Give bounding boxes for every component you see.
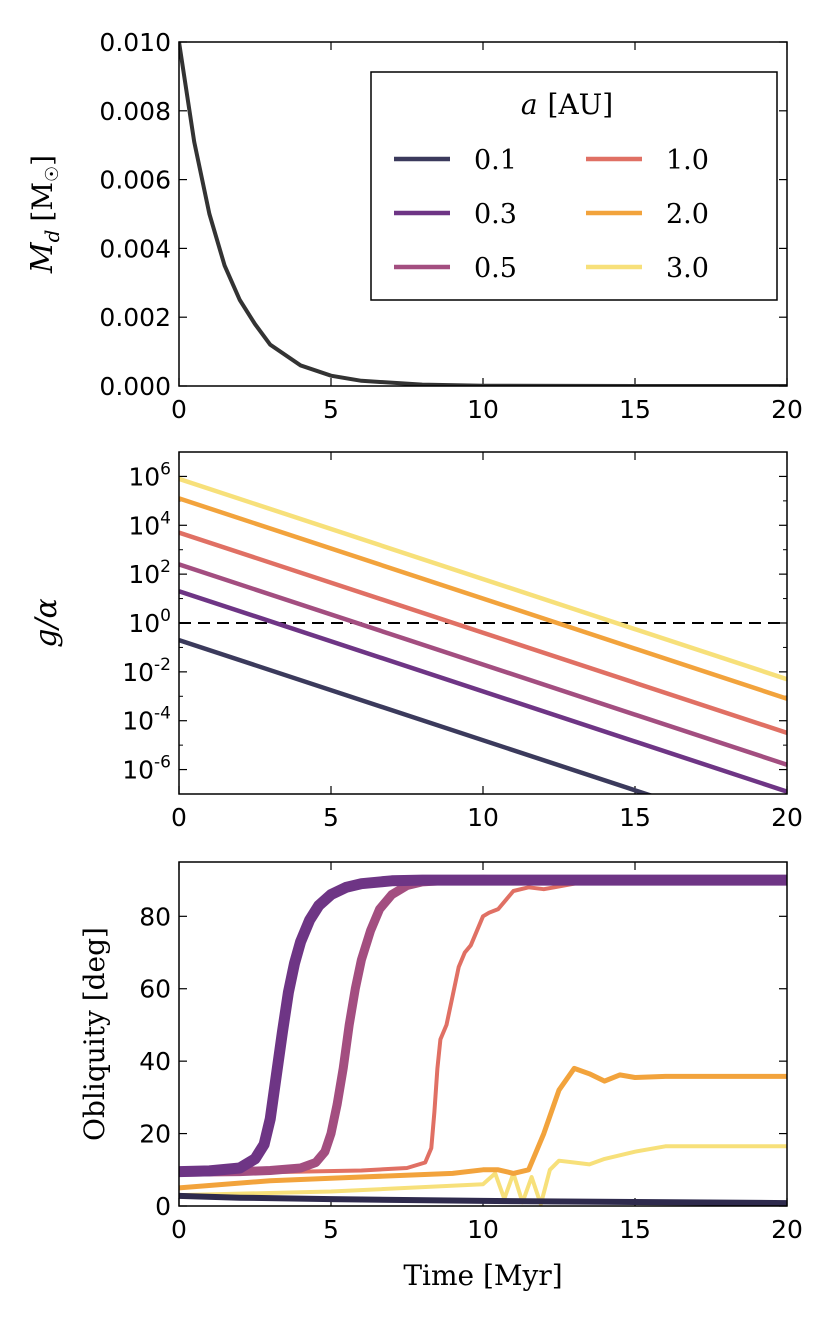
x-tick-label: 0	[171, 1215, 187, 1244]
y-tick-label: 40	[139, 1047, 171, 1076]
x-tick-label: 20	[771, 803, 803, 832]
legend-title: a [AU]	[521, 88, 613, 121]
x-tick-label: 5	[323, 803, 339, 832]
y-tick-label: 10-4	[122, 704, 171, 736]
y-tick-label: 0.004	[99, 234, 171, 263]
x-tick-label: 15	[619, 395, 651, 424]
series-line-a-2-0	[179, 496, 787, 701]
y-tick-exp: -2	[154, 655, 171, 675]
legend-box	[370, 71, 778, 301]
y-tick-base: 10	[128, 609, 160, 638]
y-tick-exp: 6	[160, 459, 171, 479]
x-tick-label: 20	[771, 395, 803, 424]
y-tick-base: 10	[122, 756, 154, 785]
y-tick-label: 0.006	[99, 166, 171, 195]
x-tick-label: 5	[323, 395, 339, 424]
series-line-a-1-0	[179, 530, 787, 736]
series-line-a-0-1	[179, 1192, 787, 1206]
y-tick-label: 0.010	[99, 28, 171, 57]
panel-obliquity: 0 20 40 60 80 0 5 10 15 20 Obliquity [deg] Time [My…	[78, 861, 803, 1292]
y-tick-label: 104	[128, 508, 171, 540]
legend: a [AU] 0.1 0.3 0.5 1.0 2.0 3.0	[370, 71, 778, 301]
y-tick-label: 102	[128, 557, 171, 589]
y-tick-label: 20	[139, 1120, 171, 1149]
y-axis-label: Obliquity [deg]	[78, 927, 111, 1141]
y-label-unit-sub: ☉	[42, 166, 63, 182]
y-label-unit: [M	[26, 182, 59, 222]
x-tick-label: 10	[467, 803, 499, 832]
y-label-unit-close: ]	[26, 155, 59, 166]
y-tick-base: 10	[128, 560, 160, 589]
axes-frame	[178, 861, 788, 1207]
legend-label: 3.0	[666, 253, 709, 284]
x-tick-label: 0	[171, 395, 187, 424]
y-tick-base: 10	[122, 658, 154, 687]
x-axis-label: Time [Myr]	[403, 1259, 562, 1292]
x-tick-label: 15	[619, 1215, 651, 1244]
legend-title-unit: [AU]	[548, 88, 614, 121]
legend-title-symbol: a	[521, 88, 538, 121]
y-axis-label: g/α	[29, 598, 64, 648]
y-tick-exp: 2	[160, 557, 171, 577]
y-tick-label: 80	[139, 902, 171, 931]
y-tick-exp: 4	[160, 508, 171, 528]
x-tick-label: 5	[323, 1215, 339, 1244]
y-tick-exp: 0	[160, 606, 171, 626]
panel-disk-mass: 0.000 0.002 0.004 0.006 0.008 0.010 0 5 10 15 20 Md…	[25, 28, 803, 424]
y-tick-base: 10	[128, 511, 160, 540]
y-tick-label: 10-2	[122, 655, 171, 687]
y-tick-base: 10	[128, 462, 160, 491]
axes-frame	[178, 451, 788, 795]
legend-label: 2.0	[666, 199, 709, 230]
series-line-a-3-0	[179, 1144, 787, 1206]
y-tick-label: 100	[128, 606, 171, 638]
y-tick-base: 10	[122, 707, 154, 736]
series-line-a-0-5	[179, 562, 787, 767]
y-tick-label: 0.000	[99, 372, 171, 401]
x-tick-label: 15	[619, 803, 651, 832]
series-line-a-0-3	[179, 589, 787, 794]
x-tick-label: 0	[171, 803, 187, 832]
series-line-a-3-0	[179, 476, 787, 682]
y-tick-label: 10-6	[122, 753, 171, 785]
series-line-a-1-0	[179, 877, 787, 1176]
legend-label: 0.1	[474, 145, 517, 176]
y-label-sub: d	[40, 230, 64, 243]
y-tick-label: 106	[128, 459, 171, 491]
y-label-symbol: M	[25, 241, 60, 274]
x-tick-label: 20	[771, 1215, 803, 1244]
series-line-a-0-3	[179, 874, 787, 1178]
legend-label: 0.3	[474, 199, 517, 230]
x-tick-label: 10	[467, 1215, 499, 1244]
y-tick-exp: -4	[154, 704, 171, 724]
y-axis-label: Md [M☉]	[25, 155, 64, 274]
series-line-a-2-0	[179, 1065, 787, 1191]
y-tick-label: 60	[139, 975, 171, 1004]
y-tick-label: 0	[155, 1192, 171, 1221]
y-tick-exp: -6	[154, 753, 171, 773]
y-tick-label: 0.008	[99, 97, 171, 126]
x-tick-label: 10	[467, 395, 499, 424]
legend-label: 0.5	[474, 253, 517, 284]
y-tick-label: 0.002	[99, 303, 171, 332]
axes-frame	[178, 41, 788, 387]
series-line-a-0-1	[179, 637, 654, 794]
legend-label: 1.0	[666, 145, 709, 176]
